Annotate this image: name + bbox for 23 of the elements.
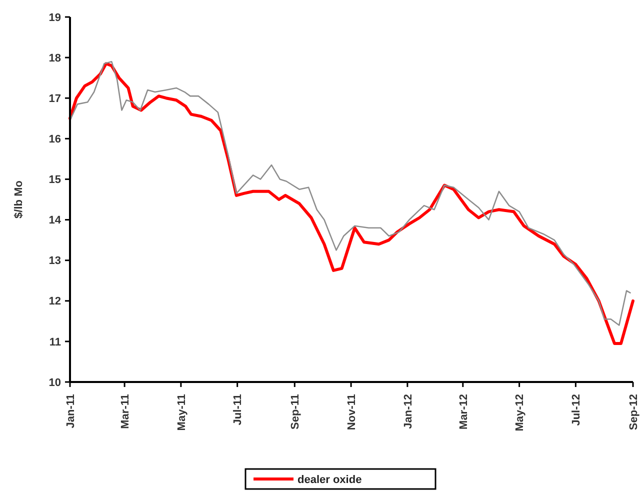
x-tick-label: Nov-11 bbox=[346, 394, 358, 430]
x-tick-label: Jan-12 bbox=[402, 394, 414, 429]
x-tick-label: Jul-11 bbox=[232, 394, 244, 426]
x-tick-label: Jan-11 bbox=[64, 394, 77, 428]
x-tick-label: May-12 bbox=[514, 394, 526, 432]
y-axis-title: $/lb Mo bbox=[13, 180, 25, 218]
x-tick-label: Sep-12 bbox=[628, 394, 640, 430]
x-tick-label: Mar-11 bbox=[119, 394, 132, 429]
x-tick-label: Sep-11 bbox=[289, 394, 302, 430]
y-tick-label: 13 bbox=[48, 255, 61, 268]
y-tick-label: 12 bbox=[48, 296, 61, 308]
y-tick-label: 14 bbox=[48, 214, 62, 227]
x-tick-label: Mar-12 bbox=[458, 394, 470, 430]
y-tick-label: 11 bbox=[49, 336, 61, 348]
y-tick-label: 19 bbox=[48, 12, 61, 24]
x-tick-label: Jul-12 bbox=[570, 394, 583, 426]
y-tick-label: 10 bbox=[48, 376, 61, 389]
x-tick-label: May-11 bbox=[176, 394, 188, 431]
y-tick-label: 15 bbox=[48, 174, 61, 186]
y-tick-label: 16 bbox=[48, 134, 61, 146]
y-tick-label: 18 bbox=[48, 52, 61, 64]
legend-label: dealer oxide bbox=[298, 474, 362, 486]
y-tick-label: 17 bbox=[48, 92, 61, 105]
